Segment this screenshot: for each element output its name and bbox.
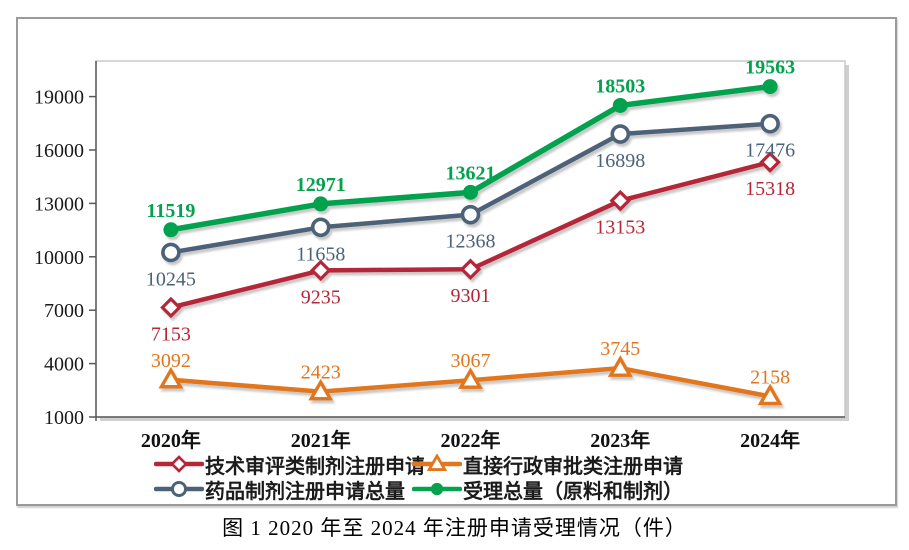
data-label-drug-formulation-total: 16898 [595,150,645,172]
legend-item-drug-formulation-total: 药品制剂注册申请总量 [154,478,412,503]
x-axis-label: 2023年 [590,428,650,452]
data-label-drug-formulation-total: 17476 [745,140,795,162]
data-label-direct-admin-apps: 3067 [451,350,491,372]
series-total-accepted [163,79,778,238]
circle-filled-marker-icon [430,482,444,496]
legend-marker-drug-formulation-total [154,480,204,498]
data-label-total-accepted: 19563 [745,57,795,79]
circle-filled-marker-icon [762,79,778,95]
data-label-drug-formulation-total: 10245 [146,268,196,290]
y-axis-tick-label: 4000 [44,354,84,376]
diamond-open-marker-icon [459,258,482,281]
data-label-tech-review-apps: 13153 [595,217,645,239]
y-axis-tick-label: 16000 [34,140,84,162]
chart-legend: 技术审评类制剂注册申请 直接行政审批类注册申请药品制剂注册申请总量 受理总量（原料和… [154,453,683,503]
triangle-open-marker-icon [458,367,483,389]
data-label-direct-admin-apps: 3092 [151,350,191,372]
data-label-total-accepted: 18503 [595,75,645,97]
data-label-direct-admin-apps: 2423 [301,362,341,384]
data-label-tech-review-apps: 7153 [151,323,191,345]
x-axis-label: 2020年 [141,428,201,452]
circle-filled-marker-icon [313,196,329,212]
series-drug-formulation-total [161,113,780,263]
legend-label: 药品制剂注册申请总量 [205,480,405,503]
series-tech-review-apps [160,151,781,319]
circle-open-marker-icon [310,217,331,238]
y-axis-tick-label: 10000 [34,247,84,269]
legend-marker-total-accepted [412,482,462,496]
circle-open-marker-icon [610,124,631,144]
x-axis-label: 2024年 [740,428,800,452]
legend-label: 受理总量（原料和制剂） [463,480,683,503]
data-label-tech-review-apps: 9235 [301,286,341,308]
legend-item-tech-review-apps: 技术审评类制剂注册申请 [154,453,425,478]
data-label-direct-admin-apps: 3745 [600,338,640,360]
legend-item-total-accepted: 受理总量（原料和制剂） [412,478,683,503]
y-axis-tick-label: 7000 [44,300,84,322]
circle-open-marker-icon [760,113,780,134]
figure-caption: 图 1 2020 年至 2024 年注册申请受理情况（件） [222,516,687,540]
data-label-total-accepted: 11519 [146,200,195,222]
diamond-open-marker-icon [170,455,188,473]
data-label-total-accepted: 13621 [446,162,496,184]
triangle-open-marker-icon [158,366,184,389]
circle-open-marker-icon [460,204,481,225]
x-axis-label: 2021年 [291,428,351,452]
y-axis-tick-label: 1000 [44,407,84,429]
legend-label: 技术审评类制剂注册申请 [205,455,425,478]
circle-open-marker-icon [170,480,188,498]
diamond-open-marker-icon [759,151,781,173]
y-axis-tick-label: 13000 [34,193,84,215]
circle-filled-marker-icon [163,222,179,238]
triangle-open-marker-icon [426,454,448,471]
circle-filled-marker-icon [463,184,478,200]
x-axis-label: 2022年 [441,428,501,452]
diamond-open-marker-icon [609,189,632,212]
data-label-total-accepted: 12971 [296,174,346,196]
legend-label: 直接行政审批类注册申请 [463,455,683,478]
triangle-open-marker-icon [607,355,633,377]
legend-marker-direct-admin-apps [412,454,462,471]
data-label-drug-formulation-total: 11658 [296,243,345,265]
data-label-direct-admin-apps: 2158 [750,366,790,388]
triangle-open-marker-icon [757,383,783,406]
legend-item-direct-admin-apps: 直接行政审批类注册申请 [412,453,683,478]
data-label-tech-review-apps: 15318 [745,178,795,200]
circle-open-marker-icon [161,242,181,263]
data-label-drug-formulation-total: 12368 [446,231,496,253]
plot-area [95,60,846,418]
y-axis-tick-label: 19000 [34,87,84,109]
triangle-open-marker-icon [308,378,334,401]
circle-filled-marker-icon [612,97,628,113]
data-label-tech-review-apps: 9301 [451,285,491,307]
diamond-open-marker-icon [160,296,182,319]
legend-marker-tech-review-apps [154,455,204,473]
diamond-open-marker-icon [309,259,332,282]
series-direct-admin-apps [158,355,783,406]
